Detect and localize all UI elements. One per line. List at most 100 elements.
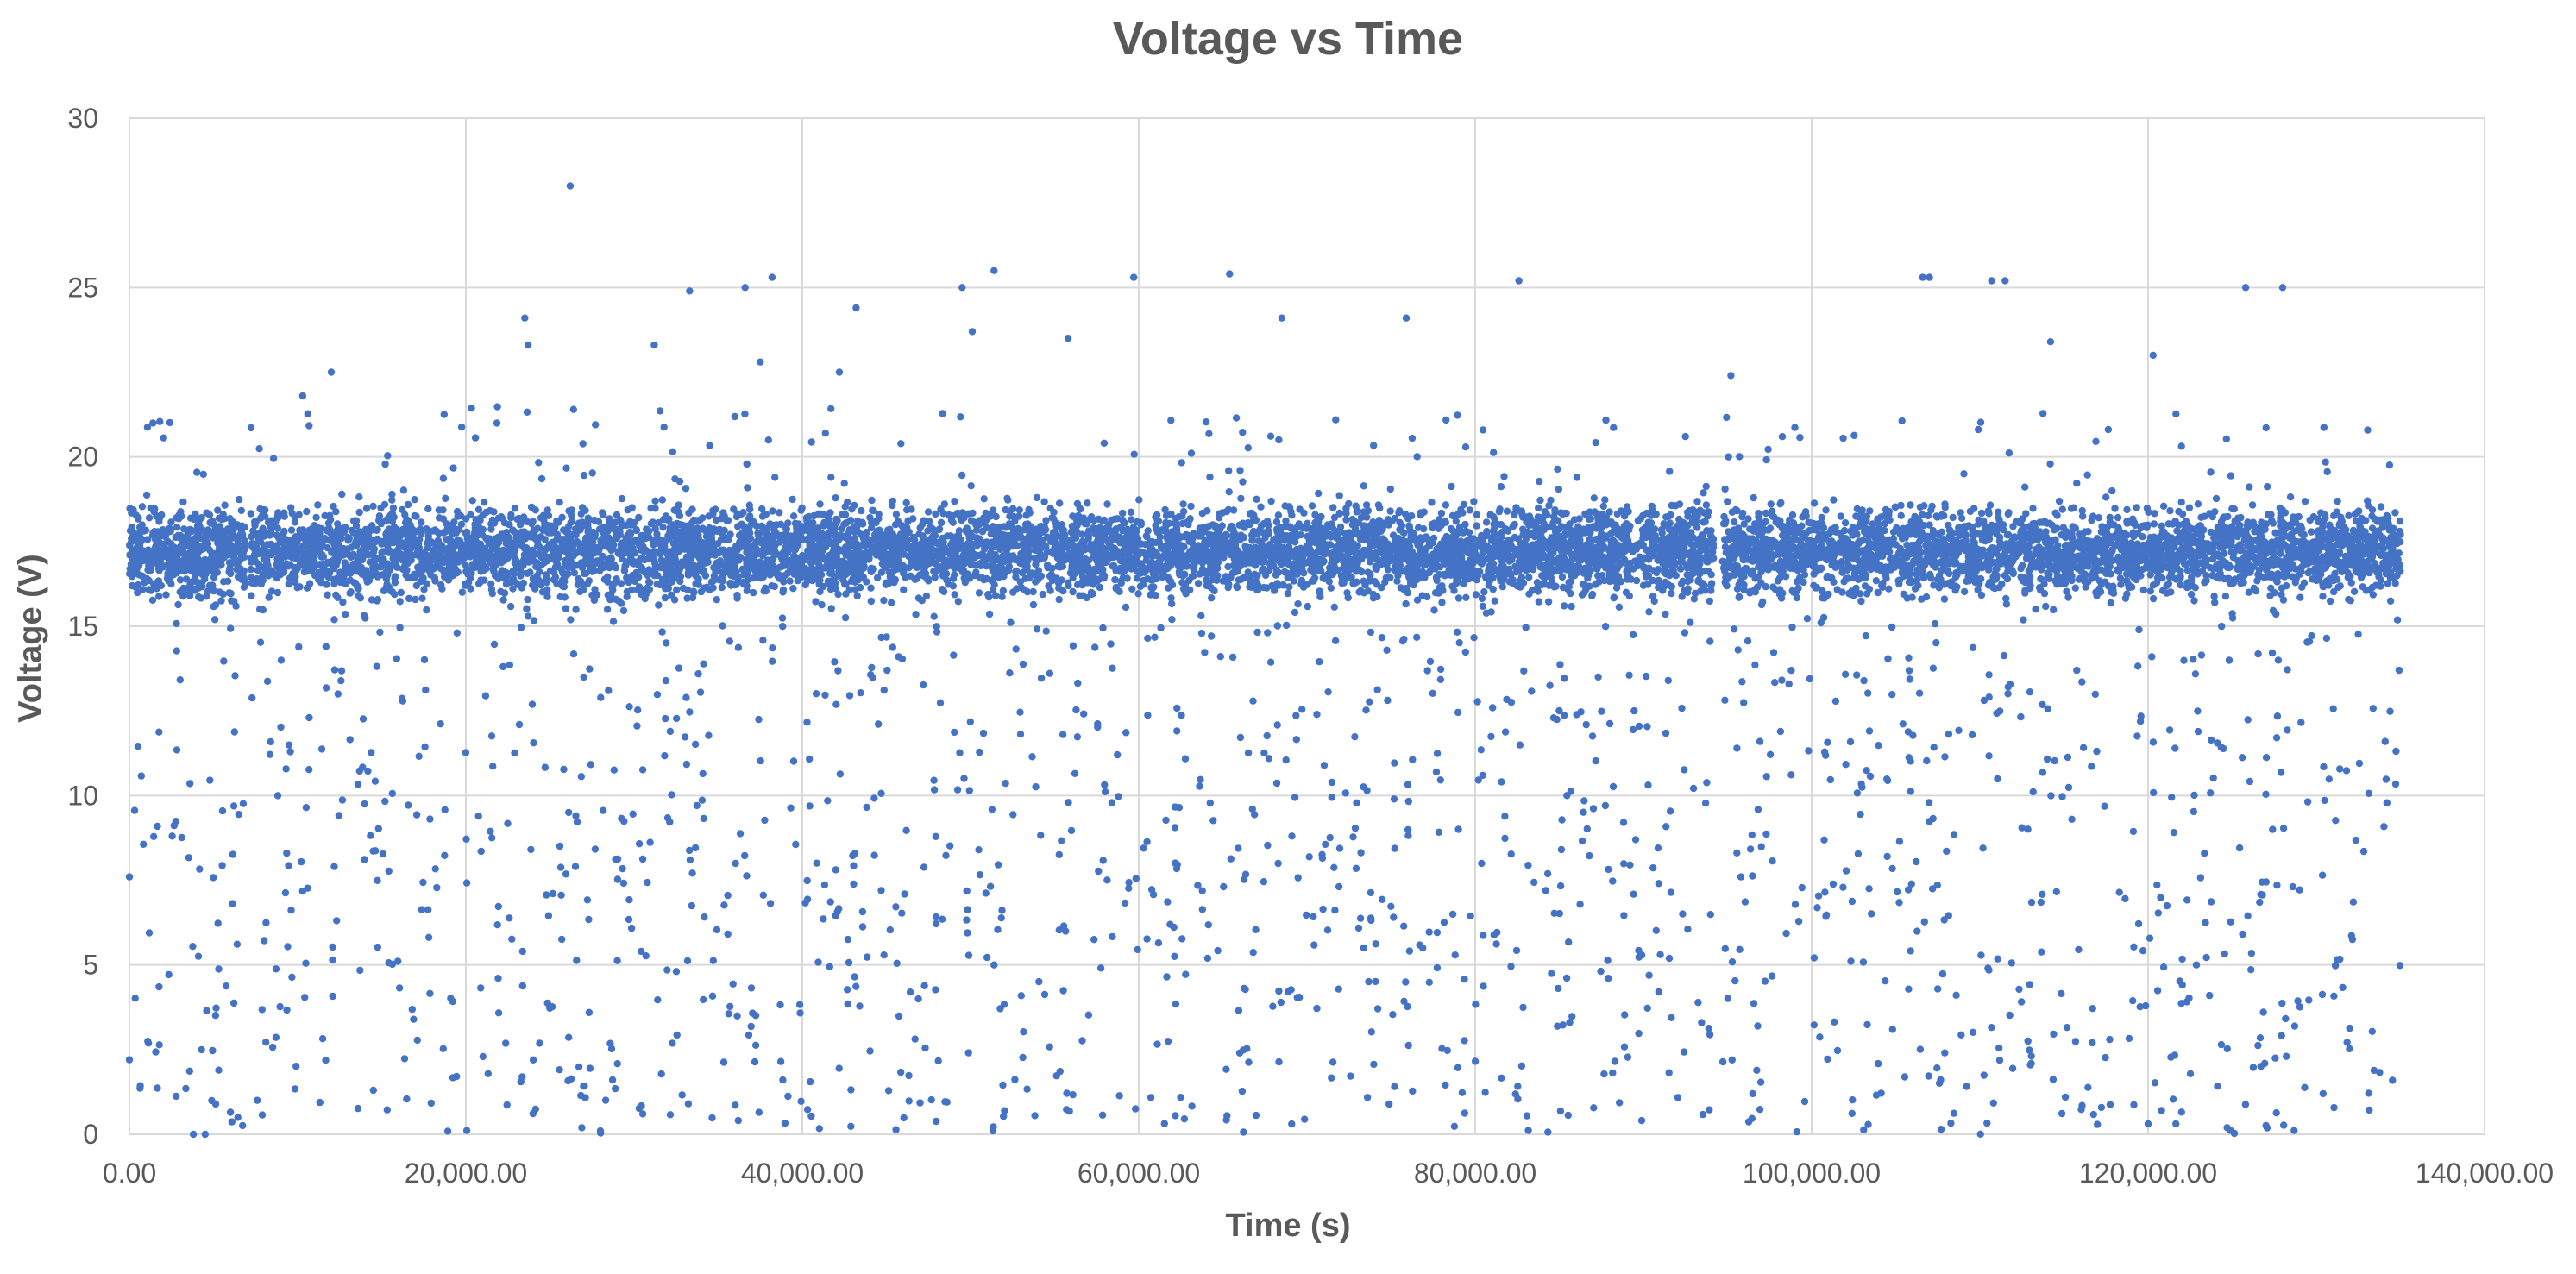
data-point bbox=[2037, 574, 2045, 583]
data-point bbox=[2301, 498, 2309, 505]
data-point bbox=[2004, 530, 2013, 539]
data-point bbox=[953, 509, 962, 518]
data-point bbox=[1495, 507, 1504, 516]
data-point bbox=[556, 593, 564, 601]
data-point bbox=[969, 509, 977, 518]
data-point bbox=[248, 532, 255, 541]
data-point bbox=[816, 500, 824, 508]
data-point bbox=[305, 580, 314, 587]
data-point bbox=[511, 505, 519, 512]
data-point bbox=[517, 572, 525, 580]
data-point bbox=[2350, 587, 2359, 595]
data-point bbox=[397, 588, 405, 597]
data-point bbox=[248, 592, 255, 599]
data-point bbox=[1461, 520, 1469, 529]
data-point bbox=[503, 578, 511, 586]
data-point bbox=[474, 505, 483, 513]
data-point bbox=[556, 499, 563, 506]
data-point bbox=[2331, 569, 2339, 577]
chart-title: Voltage vs Time bbox=[1112, 13, 1464, 65]
data-point bbox=[562, 605, 570, 612]
data-point bbox=[472, 516, 480, 524]
data-point bbox=[418, 518, 425, 526]
data-point bbox=[841, 511, 850, 518]
gridlines bbox=[129, 117, 2485, 1135]
data-point bbox=[1872, 577, 1880, 585]
data-point bbox=[1913, 568, 1922, 575]
data-point bbox=[2386, 597, 2395, 605]
data-point bbox=[818, 601, 826, 609]
data-point bbox=[1342, 510, 1350, 518]
data-point bbox=[733, 591, 741, 599]
data-point bbox=[617, 580, 625, 587]
data-point bbox=[1386, 507, 1394, 515]
data-point bbox=[776, 509, 783, 517]
data-point bbox=[1941, 504, 1949, 511]
data-point bbox=[1012, 573, 1020, 581]
plot-border bbox=[129, 117, 2485, 1135]
data-point bbox=[1244, 568, 1252, 576]
data-point bbox=[2084, 528, 2092, 536]
data-point bbox=[1342, 516, 1350, 524]
data-point bbox=[975, 589, 983, 597]
data-point bbox=[873, 574, 882, 581]
data-point bbox=[638, 531, 646, 540]
data-point bbox=[543, 586, 551, 593]
data-point bbox=[625, 578, 633, 587]
data-point bbox=[1960, 587, 1969, 596]
data-point bbox=[1382, 574, 1391, 581]
y-tick-label: 30 bbox=[67, 103, 98, 134]
data-point bbox=[2347, 579, 2355, 587]
data-point bbox=[924, 508, 933, 516]
data-point bbox=[2135, 549, 2144, 558]
data-point bbox=[980, 495, 988, 503]
data-point bbox=[1478, 594, 1486, 603]
data-point bbox=[2391, 509, 2399, 517]
data-point bbox=[523, 605, 531, 612]
data-point bbox=[2253, 577, 2261, 585]
data-point bbox=[1512, 504, 1520, 511]
data-point bbox=[1919, 511, 1926, 518]
data-point bbox=[1927, 506, 1935, 514]
data-point bbox=[1165, 584, 1172, 592]
data-point bbox=[880, 596, 888, 605]
data-point bbox=[713, 596, 720, 604]
data-point bbox=[1897, 511, 1905, 519]
data-point bbox=[2022, 510, 2030, 518]
data-point bbox=[1949, 513, 1957, 522]
data-point bbox=[1511, 520, 1518, 529]
data-point bbox=[1762, 509, 1770, 518]
data-point bbox=[937, 518, 946, 527]
data-point bbox=[1194, 580, 1203, 587]
data-point bbox=[2296, 593, 2304, 601]
data-point bbox=[1144, 575, 1152, 583]
x-tick-label: 0.00 bbox=[103, 1158, 156, 1189]
data-point bbox=[488, 516, 497, 524]
data-point bbox=[1128, 585, 1136, 593]
data-point bbox=[1668, 589, 1675, 598]
data-point bbox=[1907, 501, 1914, 509]
data-point bbox=[2330, 511, 2338, 520]
data-point bbox=[870, 506, 877, 515]
data-point bbox=[659, 524, 667, 531]
data-point bbox=[507, 514, 515, 522]
data-point bbox=[488, 589, 496, 598]
data-point bbox=[1288, 511, 1296, 519]
data-point bbox=[1788, 511, 1797, 519]
data-point bbox=[2159, 502, 2168, 510]
data-point bbox=[2237, 579, 2245, 587]
data-point bbox=[752, 544, 760, 553]
data-point bbox=[145, 514, 154, 522]
data-point bbox=[2111, 505, 2119, 512]
data-point bbox=[1707, 587, 1715, 594]
data-point bbox=[412, 595, 419, 604]
y-tick-label: 25 bbox=[67, 272, 98, 303]
data-point bbox=[1623, 568, 1630, 575]
data-point bbox=[458, 588, 466, 596]
data-point bbox=[179, 498, 187, 506]
data-point bbox=[1371, 578, 1379, 586]
data-point bbox=[544, 511, 553, 519]
data-point bbox=[1924, 511, 1932, 520]
data-point bbox=[292, 573, 299, 581]
data-point bbox=[1721, 536, 1729, 543]
